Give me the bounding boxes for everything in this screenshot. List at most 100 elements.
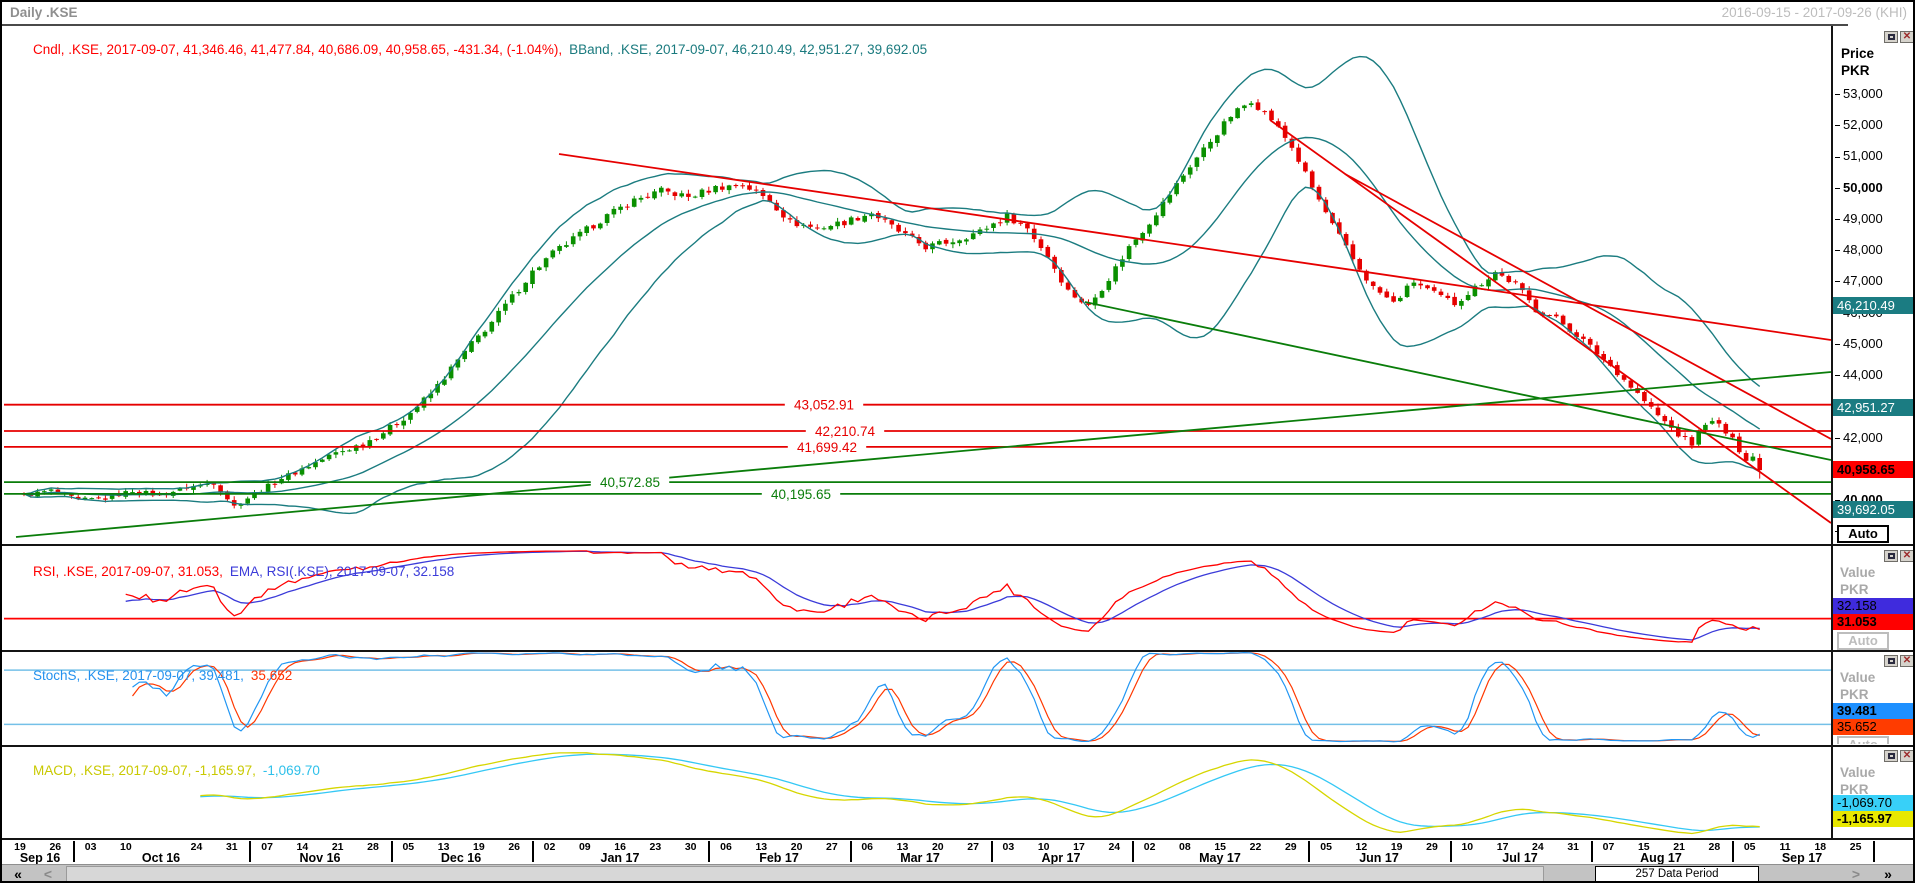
- price-tick-label: 44,000: [1835, 367, 1883, 382]
- close-icon[interactable]: ✕: [1900, 31, 1913, 43]
- x-axis-day-label: 14: [296, 841, 309, 853]
- x-axis-month-label: Dec 16: [440, 851, 482, 865]
- price-panel-window-buttons: ✕: [1884, 31, 1913, 43]
- horizontal-scrollbar[interactable]: « < 257 Data Period > »: [2, 864, 1913, 882]
- x-axis-day-label: 10: [120, 841, 132, 853]
- month-separator: [1732, 841, 1734, 862]
- price-axis-badge: 46,210.49: [1833, 297, 1913, 315]
- x-axis-day-label: 27: [826, 841, 838, 853]
- x-axis-month-label: Aug 17: [1640, 851, 1682, 865]
- x-axis-day-label: 25: [1849, 841, 1862, 853]
- data-period-box[interactable]: 257 Data Period: [1595, 866, 1759, 881]
- stoch-value-label: Value: [1840, 670, 1876, 685]
- stoch-legend-k: StochS, .KSE, 2017-09-07, 39.481,: [33, 668, 244, 683]
- x-axis-day-label: 21: [331, 841, 344, 853]
- x-axis-day-label: 08: [1179, 841, 1191, 853]
- x-axis-day-label: 02: [543, 841, 556, 853]
- title-bar: Daily .KSE 2016-09-15 - 2017-09-26 (KHI): [2, 2, 1913, 24]
- panel-separator: [2, 650, 1913, 652]
- macd-legend: MACD, .KSE, 2017-09-07, -1,165.97, -1,069…: [18, 748, 327, 793]
- rsi-auto-button: Auto: [1837, 632, 1889, 650]
- restore-icon[interactable]: [1884, 750, 1898, 762]
- x-axis-day-label: 24: [1108, 841, 1121, 853]
- scroll-left-button[interactable]: <: [43, 866, 53, 882]
- restore-icon[interactable]: [1884, 550, 1898, 562]
- panel-separator: [2, 838, 1913, 840]
- x-axis-day-label: 24: [1532, 841, 1544, 853]
- x-axis: 19 26 03 10 24 31 07 14 21 28 05 13 19 26 02 09 16 23 30 06…: [2, 840, 1913, 865]
- scroll-right-button[interactable]: >: [1851, 866, 1861, 882]
- x-axis-day-label: 03: [1002, 841, 1015, 853]
- x-axis-day-label: 28: [367, 841, 379, 853]
- price-axis-currency: PKR: [1841, 63, 1870, 78]
- x-axis-day-label: 23: [649, 841, 662, 853]
- x-axis-month-label: Jan 17: [600, 851, 640, 865]
- x-axis-day-label: 13: [755, 841, 768, 853]
- title-separator: [2, 24, 1848, 26]
- x-axis-day-label: 16: [614, 841, 626, 853]
- price-axis-badge: 39,692.05: [1833, 500, 1913, 518]
- x-axis-day-label: 12: [1355, 841, 1368, 853]
- stoch-currency-label: PKR: [1840, 687, 1869, 702]
- price-axis-badge: 40,958.65: [1833, 461, 1913, 479]
- scroll-far-right-button[interactable]: »: [1884, 866, 1892, 882]
- x-axis-day-label: 05: [1743, 841, 1756, 853]
- month-separator: [708, 841, 710, 862]
- x-axis-day-label: 13: [437, 841, 450, 853]
- price-auto-button[interactable]: Auto: [1837, 525, 1889, 543]
- x-axis-day-label: 07: [261, 841, 273, 853]
- x-axis-day-label: 29: [1284, 841, 1297, 853]
- x-axis-day-label: 20: [931, 841, 944, 853]
- price-axis-badge: 42,951.27: [1833, 398, 1913, 416]
- month-separator: [532, 841, 534, 862]
- month-separator: [1132, 841, 1134, 862]
- rsi-value-label: Value: [1840, 565, 1876, 580]
- x-axis-day-label: 19: [473, 841, 485, 853]
- price-tick-label: 45,000: [1835, 336, 1883, 351]
- price-tick-label: 50,000: [1835, 180, 1883, 195]
- stoch-d-badge: 35.652: [1833, 719, 1913, 735]
- macd-legend-signal: -1,069.70: [262, 763, 320, 778]
- date-range-label: 2016-09-15 - 2017-09-26 (KHI): [1721, 5, 1907, 20]
- month-separator: [1873, 841, 1875, 862]
- svg-text:42,210.74: 42,210.74: [815, 424, 876, 439]
- rsi-legend: RSI, .KSE, 2017-09-07, 31.053, EMA, RSI(.…: [18, 549, 461, 594]
- x-axis-day-label: 05: [1320, 841, 1332, 853]
- macd-panel-window-buttons: ✕: [1884, 750, 1913, 762]
- month-separator: [850, 841, 852, 862]
- cndl-legend: Cndl, .KSE, 2017-09-07, 41,346.46, 41,47…: [33, 42, 563, 57]
- month-separator: [1308, 841, 1310, 862]
- close-icon[interactable]: ✕: [1900, 550, 1913, 562]
- x-axis-day-label: 21: [1673, 841, 1685, 853]
- restore-icon[interactable]: [1884, 31, 1898, 43]
- x-axis-day-label: 27: [967, 841, 979, 853]
- x-axis-month-label: May 17: [1199, 851, 1241, 865]
- rsi-value-column: ✕ Value PKR 32.158 31.053 Auto: [1833, 546, 1913, 650]
- month-separator: [249, 841, 251, 862]
- rsi-currency-label: PKR: [1840, 582, 1869, 597]
- close-icon[interactable]: ✕: [1900, 750, 1913, 762]
- price-tick-label: 47,000: [1835, 273, 1883, 288]
- x-axis-day-label: 29: [1426, 841, 1438, 853]
- price-axis-title: Price: [1841, 46, 1875, 61]
- x-axis-day-label: 06: [720, 841, 732, 853]
- x-axis-day-label: 10: [1461, 841, 1474, 853]
- x-axis-day-label: 28: [1708, 841, 1721, 853]
- scroll-far-left-button[interactable]: «: [14, 866, 22, 882]
- restore-icon[interactable]: [1884, 655, 1898, 667]
- x-axis-day-label: 15: [1637, 841, 1650, 853]
- x-axis-month-label: Jul 17: [1502, 851, 1538, 865]
- x-axis-month-label: Feb 17: [759, 851, 799, 865]
- stoch-auto-button: Auto: [1837, 736, 1889, 744]
- macd-value-badge: -1,165.97: [1833, 811, 1913, 827]
- svg-text:40,195.65: 40,195.65: [771, 487, 831, 502]
- rsi-panel-window-buttons: ✕: [1884, 550, 1913, 562]
- x-axis-day-label: 31: [225, 841, 238, 853]
- scrollbar-thumb[interactable]: [66, 866, 1544, 881]
- price-tick-label: 52,000: [1835, 117, 1883, 132]
- close-icon[interactable]: ✕: [1900, 655, 1913, 667]
- panel-separator: [2, 544, 1913, 546]
- x-axis-month-label: Apr 17: [1041, 851, 1081, 865]
